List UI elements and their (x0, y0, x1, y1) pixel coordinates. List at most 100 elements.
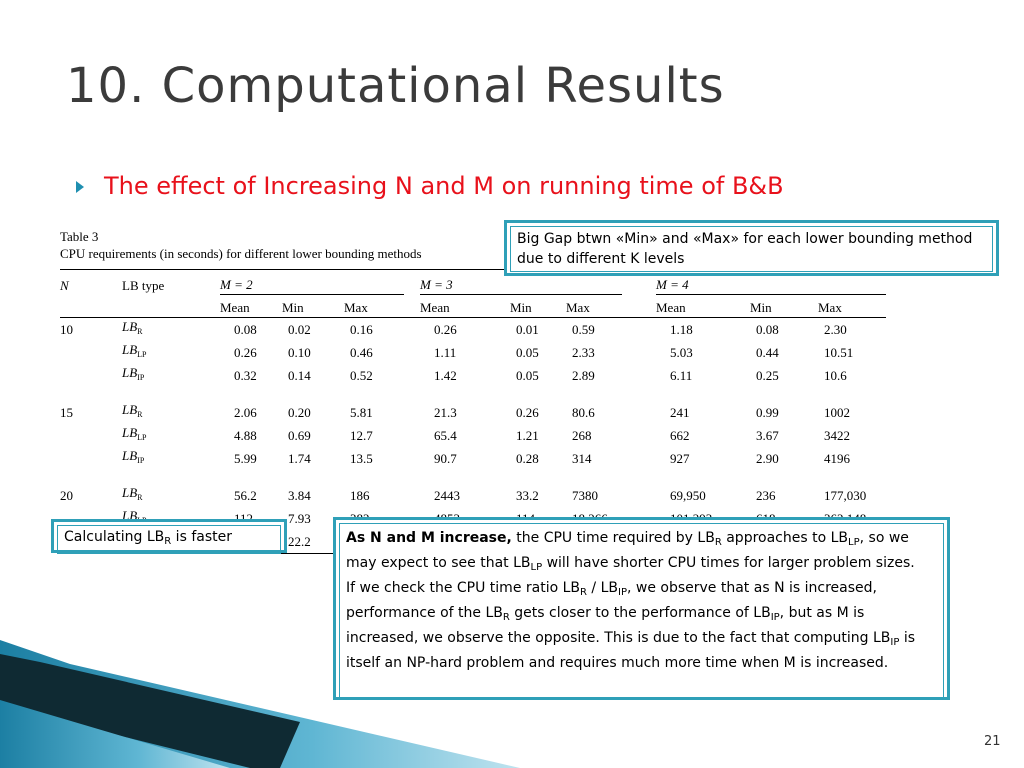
subscript: IP (618, 587, 627, 598)
spacer-cell (622, 424, 656, 447)
sub-header-min: Min (750, 294, 818, 318)
table-cell: 0.20 (288, 404, 311, 420)
table-row: LBIP 0.32 0.14 0.52 1.42 0.05 2.89 6.11 0.25 10.6 (60, 364, 886, 387)
table-cell: 0.05 (516, 367, 539, 383)
table-cell: 2.30 (824, 321, 847, 337)
table-cell: 0.16 (350, 321, 373, 337)
sub-header-mean: Mean (420, 294, 510, 318)
analysis-callout-text: As N and M increase, the CPU time requir… (339, 523, 944, 700)
table-cell: 0.01 (516, 321, 539, 337)
subscript: IP (770, 612, 780, 623)
table-row: LBIP 5.99 1.74 13.5 90.7 0.28 314 927 2.90 4196 (60, 447, 886, 470)
lb-label: LB (122, 425, 138, 440)
table-row: 15 LBR 2.06 0.20 5.81 21.3 0.26 80.6 241 0.99 1002 (60, 401, 886, 424)
faster-text: Calculating LB (64, 529, 165, 545)
subscript: LP (530, 562, 543, 573)
cell-n: 15 (60, 404, 73, 420)
analysis-text: If we check the CPU time ratio LB (346, 580, 581, 596)
cell-n (60, 364, 122, 387)
table-cell: 13.5 (350, 450, 373, 466)
table-cell: 241 (670, 404, 690, 420)
table-cell: 662 (670, 427, 690, 443)
faster-callout-text: Calculating LBR is faster (57, 525, 281, 554)
header-m4: M = 4 (656, 269, 886, 295)
table-cell: 56.2 (234, 487, 257, 503)
table-cell: 12.7 (350, 427, 373, 443)
lb-subscript: IP (137, 456, 145, 465)
lb-subscript: R (137, 410, 143, 419)
sub-header-mean: Mean (656, 294, 750, 318)
cell-lb-type: LBLP (122, 341, 220, 364)
table-row: 20 LBR 56.2 3.84 186 2443 33.2 7380 69,950 236 177… (60, 484, 886, 507)
table-cell: 1.42 (434, 367, 457, 383)
sub-header-max: Max (818, 294, 886, 318)
table-cell: 314 (572, 450, 592, 466)
cell-lb-type: LBR (122, 401, 220, 424)
table-cell: 0.26 (434, 321, 457, 337)
cell-n: 20 (60, 487, 73, 503)
triangle-bullet-icon (76, 181, 84, 193)
results-table-block: Table 3 CPU requirements (in seconds) fo… (60, 228, 890, 555)
spacer-cell (622, 484, 656, 507)
sub-header-min: Min (282, 294, 344, 318)
lb-subscript: R (137, 493, 143, 502)
lb-subscript: R (137, 327, 143, 336)
spacer-cell (622, 401, 656, 424)
table-cell: 7380 (572, 487, 598, 503)
table-cell: 186 (350, 487, 370, 503)
table-cell: 5.81 (350, 404, 373, 420)
table-cell: 0.08 (756, 321, 779, 337)
cell-n (60, 424, 122, 447)
spacer-cell (404, 484, 420, 507)
table-cell: 1.11 (434, 344, 457, 360)
sub-header-max: Max (566, 294, 622, 318)
cell-lb-type: LBIP (122, 447, 220, 470)
table-cell: 33.2 (516, 487, 539, 503)
table-cell: 80.6 (572, 404, 595, 420)
bullet-text: The effect of Increasing N and M on runn… (104, 172, 784, 200)
table-cell: 0.05 (516, 344, 539, 360)
table-cell: 1.74 (288, 450, 311, 466)
spacer-cell (404, 424, 420, 447)
table-cell: 0.26 (234, 344, 257, 360)
analysis-text: gets closer to the performance of LB (509, 605, 771, 621)
subscript: R (714, 537, 722, 548)
decorative-wave (0, 640, 520, 768)
gap-callout-text: Big Gap btwn «Min» and «Max» for each lo… (510, 226, 993, 272)
table-cell: 0.59 (572, 321, 595, 337)
lb-subscript: LP (137, 433, 147, 442)
sub-header-min: Min (510, 294, 566, 318)
analysis-text: the CPU time required by LB (511, 530, 715, 546)
table-row: 10 LBR 0.08 0.02 0.16 0.26 0.01 0.59 1.18 0.08 2.3… (60, 318, 886, 342)
table-cell: 4.88 (234, 427, 257, 443)
lb-subscript: LP (137, 350, 147, 359)
spacer-cell (622, 447, 656, 470)
table-cell: 21.3 (434, 404, 457, 420)
table-cell: 0.14 (288, 367, 311, 383)
table-cell: 69,950 (670, 487, 706, 503)
table-row: LBLP 4.88 0.69 12.7 65.4 1.21 268 662 3.67 3422 (60, 424, 886, 447)
cell-n (60, 341, 122, 364)
table-cell: 0.52 (350, 367, 373, 383)
table-cell: 6.11 (670, 367, 693, 383)
table-cell: 1.21 (516, 427, 539, 443)
spacer-cell (404, 401, 420, 424)
table-cell: 2.90 (756, 450, 779, 466)
spacer-cell (622, 318, 656, 342)
analysis-text: will have shorter CPU times for larger p… (542, 555, 915, 571)
spacer-cell (404, 364, 420, 387)
table-cell: 927 (670, 450, 690, 466)
table-label: Table 3 (60, 229, 99, 244)
table-cell: 90.7 (434, 450, 457, 466)
header-n: N (60, 269, 122, 295)
table-cell: 1.18 (670, 321, 693, 337)
table-row: LBLP 0.26 0.10 0.46 1.11 0.05 2.33 5.03 0.44 10.5… (60, 341, 886, 364)
spacer-cell (622, 364, 656, 387)
table-caption: CPU requirements (in seconds) for differ… (60, 246, 422, 261)
cell-n (60, 447, 122, 470)
wave-light-stripe (0, 700, 230, 768)
table-cell: 268 (572, 427, 592, 443)
table-cell: 0.32 (234, 367, 257, 383)
slide-title: 10. Computational Results (66, 58, 725, 114)
lb-subscript: IP (137, 373, 145, 382)
